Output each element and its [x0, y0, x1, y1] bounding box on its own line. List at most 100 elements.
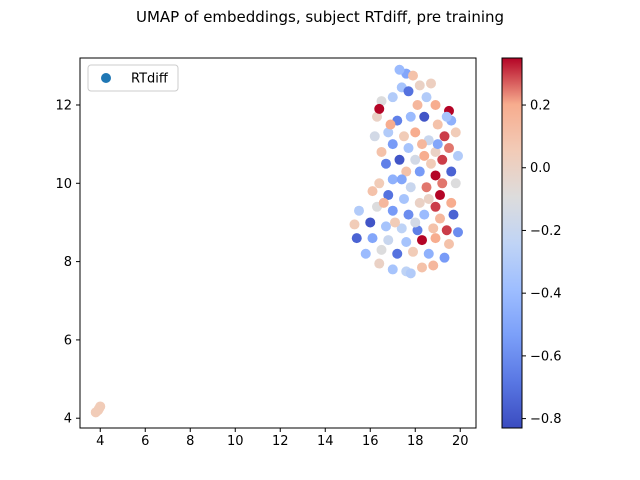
colorbar-axis: 0.2 0.0 −0.2 −0.4 −0.6 −0.8	[522, 99, 562, 427]
scatter-point	[419, 111, 430, 122]
scatter-point	[396, 174, 407, 185]
scatter-point	[419, 209, 430, 220]
scatter-point	[441, 111, 452, 122]
scatter-point	[421, 92, 432, 103]
scatter-point	[403, 209, 414, 220]
plot-area-frame	[79, 57, 477, 429]
scatter-points	[90, 64, 463, 418]
scatter-point	[430, 146, 441, 157]
scatter-point	[387, 264, 398, 275]
scatter-point	[403, 143, 414, 154]
x-tick-label: 8	[186, 434, 194, 449]
scatter-point	[374, 258, 385, 269]
scatter-point	[437, 178, 448, 189]
scatter-point	[376, 244, 387, 255]
scatter-point	[351, 233, 362, 244]
colorbar-tick-label: −0.2	[530, 224, 562, 239]
scatter-point	[401, 237, 412, 248]
scatter-point	[367, 186, 378, 197]
scatter-point	[365, 217, 376, 228]
scatter-point	[444, 238, 454, 249]
scatter-point	[376, 146, 387, 157]
scatter-point	[414, 80, 425, 91]
scatter-point	[410, 127, 421, 138]
scatter-point	[421, 182, 432, 193]
scatter-point	[383, 235, 394, 246]
legend-label: RTdiff	[131, 72, 169, 87]
x-tick-label: 12	[272, 434, 289, 449]
legend-box	[87, 64, 179, 92]
scatter-point	[432, 119, 443, 130]
chart-title: UMAP of embeddings, subject RTdiff, pre …	[136, 8, 504, 26]
x-tick-label: 16	[362, 434, 379, 449]
scatter-point	[437, 154, 448, 165]
x-tick-label: 14	[317, 434, 334, 449]
scatter-point	[399, 131, 409, 142]
scatter-point	[439, 252, 450, 263]
colorbar-tick-label: −0.4	[530, 287, 562, 302]
x-tick-label: 10	[227, 434, 244, 449]
scatter-point	[439, 131, 450, 142]
colorbar-frame	[501, 57, 523, 429]
scatter-point	[381, 221, 391, 232]
scatter-point	[446, 166, 457, 177]
scatter-point	[349, 219, 360, 230]
scatter-point	[412, 225, 423, 236]
scatter-point	[417, 139, 427, 150]
scatter-point	[428, 223, 439, 234]
x-tick-label: 4	[96, 434, 104, 449]
y-tick-label: 10	[55, 177, 72, 192]
scatter-point	[381, 158, 391, 169]
scatter-point	[423, 193, 434, 204]
scatter-point	[446, 197, 457, 208]
scatter-point	[385, 119, 396, 130]
scatter-point	[410, 217, 421, 228]
scatter-point	[399, 193, 409, 204]
scatter-point	[360, 248, 371, 259]
scatter-point	[408, 246, 418, 257]
scatter-point	[435, 190, 445, 201]
scatter-point	[423, 248, 434, 259]
scatter-point	[401, 166, 412, 177]
scatter-point	[387, 139, 398, 150]
scatter-point	[405, 111, 416, 122]
scatter-point	[94, 403, 105, 414]
scatter-point	[408, 70, 418, 81]
y-tick-label: 4	[64, 412, 72, 427]
colorbar-tick-label: 0.2	[530, 99, 551, 114]
scatter-point	[378, 197, 389, 208]
scatter-point	[450, 178, 461, 189]
scatter-point	[450, 127, 461, 138]
scatter-point	[405, 268, 416, 279]
scatter-point	[414, 197, 425, 208]
y-tick-label: 8	[64, 255, 72, 270]
scatter-point	[403, 86, 414, 97]
scatter-point	[392, 248, 403, 259]
scatter-point	[383, 127, 394, 138]
scatter-point	[412, 99, 423, 110]
scatter-point	[374, 103, 385, 114]
scatter-point	[394, 64, 405, 75]
y-axis: 4 6 8 10 12	[55, 98, 80, 427]
scatter-point	[410, 154, 421, 165]
scatter-point	[419, 150, 430, 161]
scatter-point	[405, 182, 416, 193]
scatter-point	[390, 217, 400, 228]
scatter-point	[448, 209, 459, 220]
scatter-point	[453, 227, 463, 238]
scatter-point	[441, 225, 452, 236]
y-tick-label: 6	[64, 333, 72, 348]
scatter-point	[383, 190, 394, 201]
x-axis: 4 6 8 10 12 14 16 18 20	[96, 428, 469, 449]
scatter-point	[417, 235, 427, 246]
scatter-point	[444, 143, 454, 154]
x-tick-label: 20	[452, 434, 469, 449]
colorbar-tick-label: −0.8	[530, 412, 562, 427]
scatter-point	[372, 111, 382, 122]
scatter-point	[354, 205, 364, 216]
scatter-point	[396, 223, 407, 234]
scatter-point	[376, 96, 387, 107]
scatter-point	[430, 99, 441, 110]
scatter-point	[428, 260, 439, 271]
